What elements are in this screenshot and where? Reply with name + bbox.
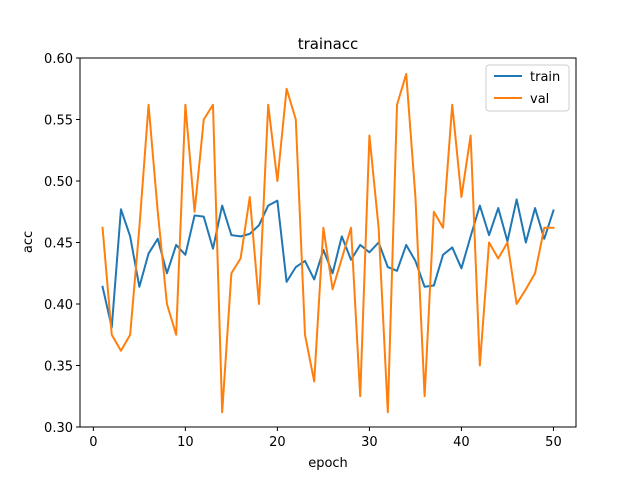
x-axis: 0 10 20 30 40 50 — [89, 427, 562, 450]
y-axis-label: acc — [21, 231, 36, 253]
y-tick-label: 0.40 — [44, 298, 73, 313]
x-tick-label: 50 — [545, 435, 562, 450]
chart-title: trainacc — [298, 35, 359, 53]
x-axis-label: epoch — [308, 456, 348, 471]
x-tick-label: 30 — [361, 435, 378, 450]
x-tick-label: 0 — [89, 435, 97, 450]
x-tick-label: 10 — [177, 435, 194, 450]
y-axis: 0.30 0.35 0.40 0.45 0.50 0.55 0.60 — [44, 52, 80, 436]
plot-area — [101, 72, 555, 414]
legend-label-val: val — [530, 92, 549, 107]
legend: train val — [485, 64, 570, 112]
y-tick-label: 0.50 — [44, 175, 73, 190]
series-line-val — [101, 72, 555, 414]
y-tick-label: 0.60 — [44, 52, 73, 67]
y-tick-label: 0.30 — [44, 421, 73, 436]
y-tick-label: 0.35 — [44, 360, 73, 375]
y-tick-label: 0.55 — [44, 114, 73, 129]
legend-label-train: train — [530, 70, 560, 85]
x-tick-label: 40 — [453, 435, 470, 450]
y-tick-label: 0.45 — [44, 237, 73, 252]
x-tick-label: 20 — [269, 435, 286, 450]
